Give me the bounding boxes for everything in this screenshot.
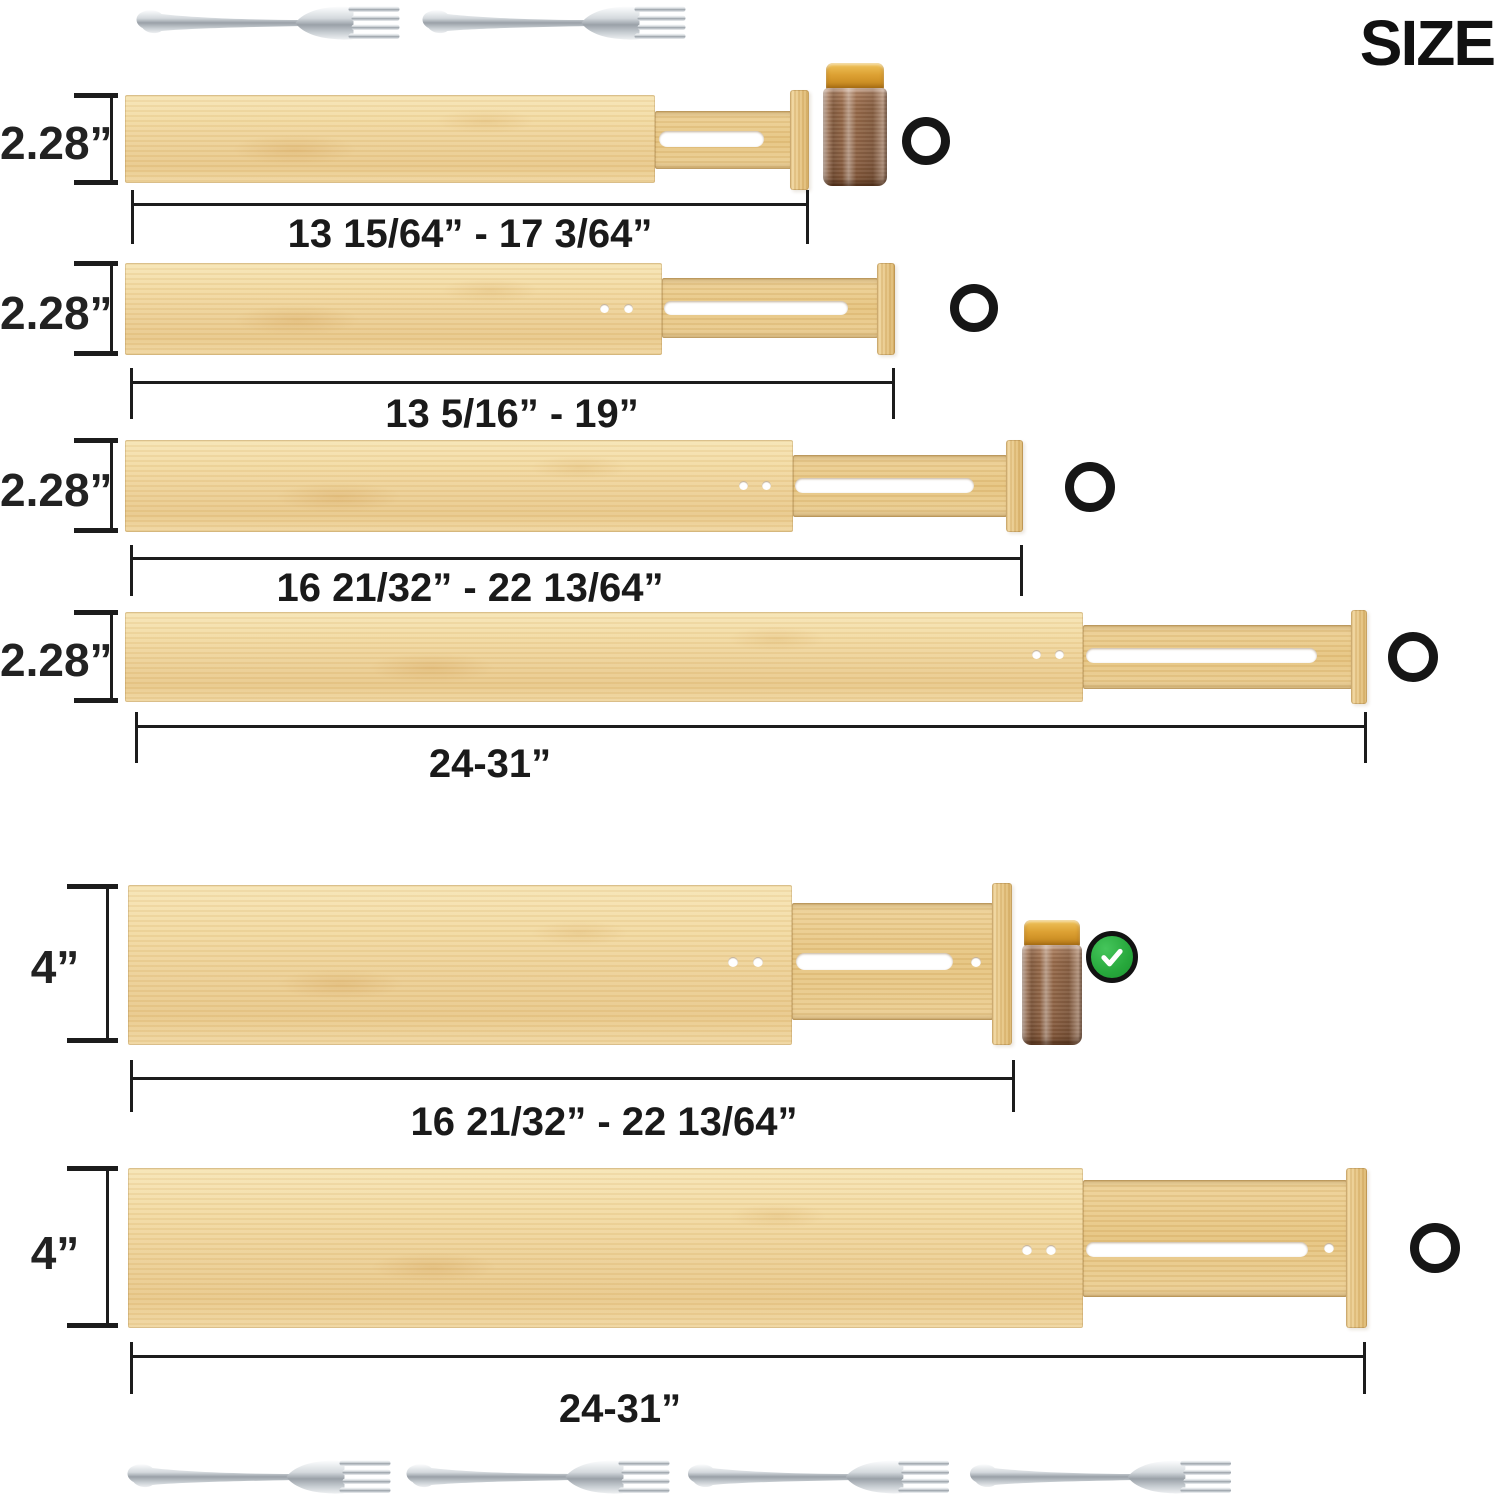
fork-icon <box>969 1460 1232 1494</box>
checkmark-icon <box>1086 931 1138 983</box>
fork-icon <box>406 1460 670 1494</box>
dim-line <box>131 1077 1014 1080</box>
dim-tick <box>130 1342 133 1394</box>
page-title: SIZE <box>1359 7 1496 79</box>
bamboo-bar-main <box>125 612 1083 702</box>
jar-cap <box>1024 920 1080 947</box>
fork-icon <box>422 6 686 40</box>
dim-line <box>132 203 807 206</box>
peg-hole <box>600 304 609 313</box>
range-label: 13 15/64” - 17 3/64” <box>287 212 653 256</box>
adjust-slot <box>795 478 974 493</box>
height-bracket <box>74 261 118 266</box>
spice-jar-icon <box>823 63 887 186</box>
height-bracket <box>67 1166 118 1171</box>
peg-hole <box>728 957 738 967</box>
peg-hole <box>753 957 763 967</box>
adjust-slot <box>664 301 848 315</box>
end-cap <box>992 883 1012 1045</box>
range-label: 24-31” <box>558 1387 682 1431</box>
spice-jar-icon <box>1022 920 1082 1045</box>
range-label: 24-31” <box>428 742 552 786</box>
dim-line <box>131 1355 1364 1358</box>
bamboo-bar-main <box>128 1168 1083 1328</box>
dim-tick <box>1364 712 1367 763</box>
peg-hole <box>1022 1245 1032 1255</box>
peg-hole <box>971 957 981 967</box>
dim-tick <box>131 190 134 244</box>
jar-cap <box>825 63 885 89</box>
jar-body <box>823 87 887 186</box>
bamboo-bar-main <box>125 95 655 183</box>
bamboo-bar-main <box>128 885 792 1045</box>
dim-tick <box>892 368 895 419</box>
bamboo-bar-main <box>125 263 662 355</box>
dim-tick <box>135 712 138 763</box>
ring-marker-icon <box>902 117 950 165</box>
dim-line <box>131 381 894 384</box>
adjust-slot <box>659 131 764 147</box>
peg-hole <box>1032 650 1041 659</box>
dim-tick <box>130 1060 133 1112</box>
fork-icon <box>687 1460 950 1494</box>
adjust-slot <box>1086 1242 1308 1257</box>
height-label: 2.28” <box>0 117 113 169</box>
ring-marker-icon <box>1388 632 1438 682</box>
ring-marker-icon <box>1065 462 1115 512</box>
height-label: 2.28” <box>0 634 113 686</box>
peg-hole <box>1324 1243 1334 1253</box>
range-label: 16 21/32” - 22 13/64” <box>410 1100 798 1144</box>
dim-tick <box>1363 1342 1366 1394</box>
end-cap <box>1006 440 1023 532</box>
fork-icon <box>127 1460 391 1494</box>
height-label: 2.28” <box>0 287 113 339</box>
height-bracket <box>74 610 118 615</box>
dim-tick <box>1020 545 1023 596</box>
height-label: 4” <box>30 1227 80 1279</box>
height-bracket <box>67 884 118 889</box>
adjust-slot <box>1086 648 1317 663</box>
jar-body <box>1022 945 1082 1045</box>
dim-line <box>131 557 1022 560</box>
height-label: 2.28” <box>0 464 113 516</box>
ring-marker-icon <box>950 284 998 332</box>
bamboo-bar-slide <box>1083 1180 1347 1297</box>
end-cap <box>790 90 809 190</box>
height-bracket <box>74 438 118 443</box>
end-cap <box>1346 1168 1367 1328</box>
range-label: 16 21/32” - 22 13/64” <box>276 566 664 610</box>
peg-hole <box>762 481 771 490</box>
dim-tick <box>130 545 133 596</box>
dim-line <box>136 725 1366 728</box>
bamboo-bar-main <box>125 440 793 532</box>
dim-tick <box>806 190 809 244</box>
height-bracket <box>74 93 118 98</box>
ring-marker-icon <box>1410 1223 1460 1273</box>
peg-hole <box>1055 650 1064 659</box>
peg-hole <box>1046 1245 1056 1255</box>
end-cap <box>1351 610 1367 704</box>
range-label: 13 5/16” - 19” <box>385 392 639 436</box>
peg-hole <box>624 304 633 313</box>
dim-tick <box>130 368 133 419</box>
peg-hole <box>739 481 748 490</box>
dim-tick <box>1012 1060 1015 1112</box>
height-label: 4” <box>30 941 80 993</box>
adjust-slot <box>796 953 953 970</box>
fork-icon <box>136 6 400 40</box>
end-cap <box>877 263 895 355</box>
